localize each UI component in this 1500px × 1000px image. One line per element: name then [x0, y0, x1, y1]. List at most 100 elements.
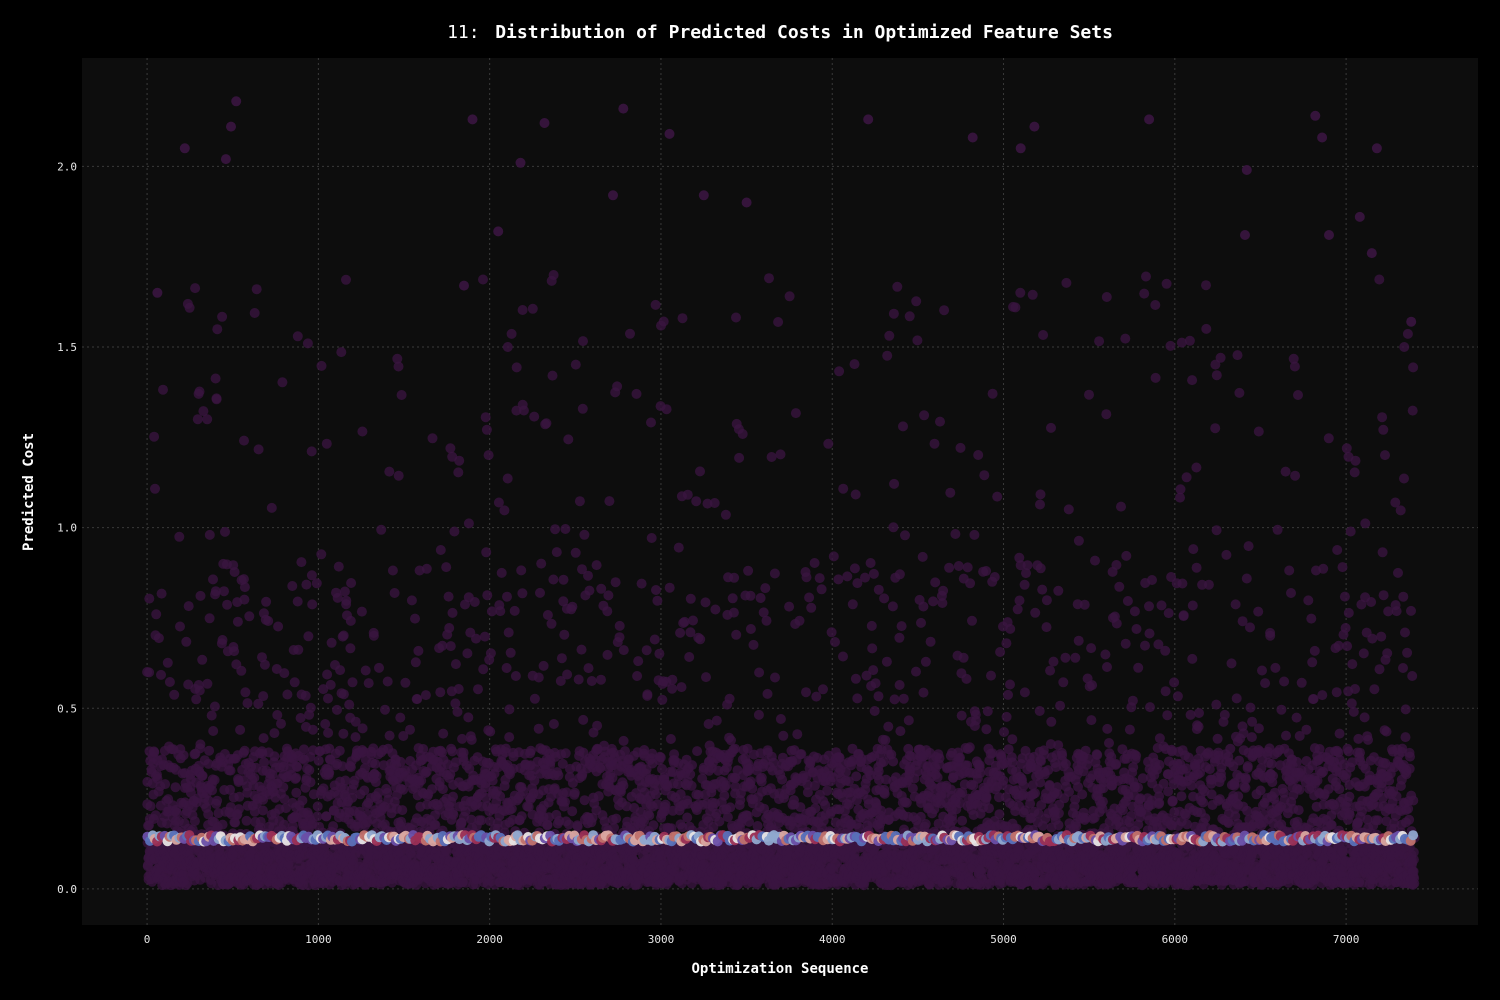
data-point	[935, 416, 945, 427]
data-point	[595, 763, 606, 774]
data-point	[316, 360, 327, 371]
data-point	[322, 669, 333, 680]
data-point	[212, 795, 223, 806]
data-point	[756, 772, 767, 783]
data-point	[504, 704, 515, 715]
data-point	[336, 347, 347, 358]
data-point	[229, 567, 240, 577]
data-point	[360, 665, 371, 676]
data-point	[144, 667, 155, 678]
data-point	[867, 643, 878, 654]
data-point	[651, 585, 661, 595]
data-point	[981, 724, 992, 735]
data-point	[341, 274, 351, 285]
data-point	[209, 775, 220, 785]
data-point	[995, 647, 1006, 657]
data-point	[945, 487, 956, 498]
data-point	[525, 745, 536, 756]
data-point	[178, 750, 189, 761]
data-point	[567, 806, 578, 817]
data-point	[644, 810, 655, 821]
data-point	[405, 724, 415, 735]
data-point	[225, 784, 235, 795]
data-point	[204, 529, 215, 540]
data-point	[887, 601, 898, 612]
data-point	[242, 698, 253, 709]
data-point	[287, 821, 298, 832]
data-point	[261, 596, 272, 607]
data-point	[338, 728, 349, 739]
data-point	[603, 590, 614, 601]
data-point	[269, 751, 280, 762]
data-point	[823, 438, 834, 449]
data-point	[263, 616, 274, 626]
data-point	[258, 733, 269, 744]
data-point	[633, 656, 644, 667]
data-point	[312, 811, 323, 822]
data-point	[195, 590, 206, 601]
data-point	[169, 689, 180, 700]
data-point	[323, 693, 333, 704]
data-point	[962, 562, 973, 573]
data-point	[586, 676, 597, 686]
data-point	[682, 489, 693, 500]
data-point	[529, 693, 540, 704]
data-point	[880, 735, 891, 746]
data-point	[384, 730, 395, 741]
data-point	[560, 796, 570, 807]
data-point	[834, 366, 845, 377]
data-point	[920, 819, 931, 829]
data-point	[450, 659, 461, 670]
data-point	[463, 712, 474, 723]
data-point	[427, 433, 438, 444]
data-point	[249, 772, 260, 783]
data-point	[160, 779, 171, 790]
data-point	[579, 529, 590, 540]
data-point	[903, 715, 914, 726]
data-point	[898, 421, 908, 432]
data-point	[729, 572, 740, 583]
data-point	[665, 734, 676, 744]
data-point	[677, 313, 688, 324]
data-point	[278, 782, 289, 793]
data-point	[296, 557, 307, 568]
data-point	[725, 802, 736, 813]
data-point	[573, 674, 584, 685]
data-point	[612, 381, 623, 392]
data-point	[345, 615, 356, 626]
data-point	[737, 429, 748, 439]
data-point	[714, 816, 725, 827]
data-point	[413, 645, 424, 656]
data-point	[266, 502, 277, 513]
data-point	[896, 621, 907, 632]
data-point	[636, 578, 647, 589]
data-point	[541, 418, 552, 429]
data-point	[480, 412, 491, 423]
data-point	[276, 718, 286, 729]
data-point	[801, 687, 811, 698]
data-point	[679, 616, 690, 627]
data-point	[393, 470, 404, 481]
data-point	[443, 591, 454, 602]
data-point	[305, 702, 316, 713]
data-point	[901, 797, 912, 808]
data-point	[194, 386, 205, 397]
data-point	[986, 670, 996, 681]
data-point	[453, 467, 464, 478]
data-point	[778, 730, 789, 741]
data-point	[210, 373, 221, 384]
data-point	[457, 733, 468, 744]
data-point	[503, 627, 514, 638]
data-point	[316, 549, 327, 560]
data-point	[675, 627, 686, 638]
data-point	[145, 801, 156, 812]
data-point	[306, 570, 317, 581]
data-point	[826, 627, 837, 638]
data-point	[646, 533, 657, 543]
data-point	[185, 787, 196, 798]
data-point	[934, 753, 945, 764]
data-point	[208, 574, 218, 585]
data-point	[920, 656, 931, 667]
data-point	[293, 644, 304, 655]
data-point	[567, 601, 578, 612]
